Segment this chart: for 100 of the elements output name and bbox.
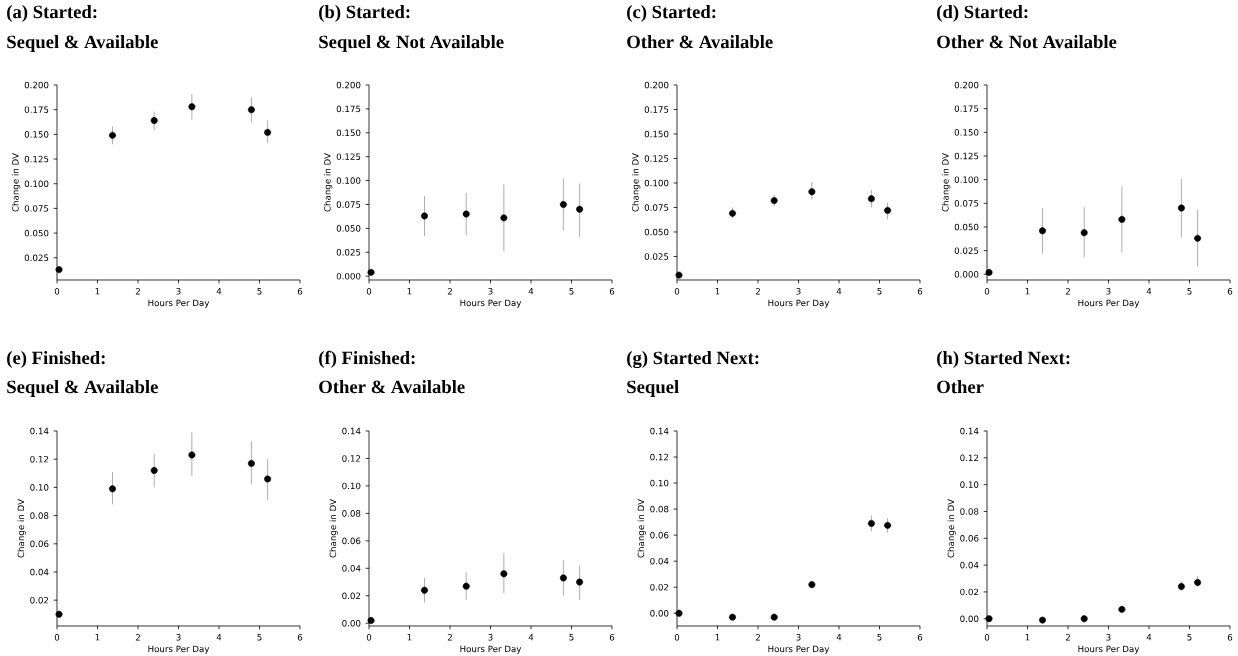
y-tick-label: 0.050 [24, 229, 49, 237]
y-tick-label: 0.06 [342, 537, 361, 545]
y-tick-label: 0.000 [336, 272, 361, 280]
x-tick-label: 2 [135, 634, 140, 641]
x-tick-label: 5 [569, 634, 574, 641]
x-tick-label: 4 [216, 288, 222, 295]
y-tick-label: 0.14 [960, 427, 979, 435]
x-axis-title: Hours Per Day [1078, 645, 1140, 654]
y-axis-title: Change in DV [329, 499, 338, 558]
y-tick-label: 0.125 [954, 152, 979, 160]
point [109, 485, 116, 493]
y-tick-label: 0.04 [342, 565, 361, 572]
point [1177, 583, 1185, 591]
y-tick-label: 0.200 [24, 81, 49, 89]
point [1118, 605, 1126, 613]
x-tick-label: 5 [257, 634, 262, 641]
y-tick-label: 0.10 [650, 479, 669, 487]
point [867, 519, 875, 527]
y-tick-label: 0.175 [336, 105, 361, 113]
y-tick-label: 0.150 [954, 129, 979, 136]
x-tick-label: 2 [135, 288, 140, 295]
point [55, 610, 63, 618]
chart-subtitle: Sequel [627, 380, 679, 397]
chart-title: (a) Started: [7, 5, 97, 22]
y-tick-label: 0.10 [960, 481, 979, 488]
y-tick-label: 0.025 [336, 249, 361, 256]
chart-subtitle: Sequel & Not Available [319, 35, 504, 52]
y-tick-label: 0.150 [336, 129, 361, 137]
y-tick-label: 0.00 [342, 619, 361, 627]
x-tick-label: 5 [569, 288, 574, 295]
x-tick-label: 0 [984, 288, 990, 295]
y-tick-label: 0.025 [954, 247, 979, 254]
x-tick-label: 3 [796, 288, 801, 295]
point [367, 617, 375, 624]
point [576, 205, 584, 213]
x-tick-label: 3 [176, 634, 181, 641]
y-tick-label: 0.04 [650, 557, 669, 565]
chart-title: (d) Started: [937, 5, 1028, 22]
y-tick-label: 0.000 [954, 271, 979, 278]
x-tick-label: 2 [447, 288, 452, 295]
y-tick-label: 0.100 [24, 180, 49, 187]
x-tick-label: 5 [1187, 288, 1192, 295]
x-tick-label: 4 [836, 634, 842, 641]
y-axis-title: Change in DV [941, 153, 951, 212]
point [500, 570, 508, 578]
x-tick-label: 0 [54, 634, 60, 641]
x-tick-label: 3 [488, 288, 493, 295]
x-tick-label: 0 [54, 288, 60, 295]
point [500, 214, 508, 222]
x-tick-label: 1 [715, 288, 720, 295]
x-tick-label: 2 [755, 288, 760, 295]
point [985, 268, 993, 276]
y-axis-title: Change in DV [11, 153, 21, 212]
y-tick-label: 0.12 [650, 453, 669, 461]
y-tick-label: 0.125 [336, 153, 361, 160]
x-tick-label: 2 [447, 634, 452, 641]
y-tick-label: 0.200 [336, 81, 361, 89]
chart-subtitle: Other & Available [627, 35, 773, 49]
point [985, 615, 993, 623]
point [675, 609, 683, 617]
y-tick-label: 0.025 [24, 254, 49, 262]
y-tick-label: 0.050 [644, 228, 669, 236]
point [264, 128, 272, 136]
y-tick-label: 0.050 [336, 225, 361, 232]
x-axis-title: Hours Per Day [148, 299, 210, 308]
point [188, 103, 196, 111]
y-tick-label: 0.06 [650, 531, 669, 539]
y-tick-label: 0.150 [644, 130, 669, 138]
point [1080, 229, 1088, 237]
point [1118, 215, 1126, 223]
x-tick-label: 6 [297, 634, 303, 641]
y-tick-label: 0.075 [336, 201, 361, 208]
point [421, 586, 428, 594]
y-tick-label: 0.02 [650, 583, 669, 591]
point [462, 210, 470, 218]
x-tick-label: 2 [755, 634, 760, 641]
point [1177, 204, 1185, 212]
x-tick-label: 0 [984, 634, 990, 641]
point [559, 574, 567, 582]
y-tick-label: 0.00 [650, 609, 669, 617]
x-tick-label: 6 [917, 634, 923, 641]
point [576, 578, 584, 586]
y-tick-label: 0.14 [342, 427, 361, 435]
x-tick-label: 4 [1146, 288, 1152, 295]
y-tick-label: 0.125 [644, 155, 669, 162]
point [1039, 227, 1046, 235]
point [770, 613, 778, 621]
y-tick-label: 0.02 [30, 596, 49, 604]
y-tick-label: 0.08 [960, 508, 979, 515]
x-tick-label: 6 [609, 634, 615, 641]
point [367, 268, 375, 276]
x-tick-label: 5 [877, 634, 882, 641]
y-tick-label: 0.08 [650, 505, 669, 513]
x-tick-label: 4 [528, 634, 534, 641]
y-tick-label: 0.100 [336, 177, 361, 184]
x-axis-title: Hours Per Day [768, 299, 830, 308]
point [675, 271, 683, 279]
x-tick-label: 0 [674, 634, 680, 641]
point [884, 206, 892, 214]
chart-title: (g) Started Next: [627, 351, 759, 369]
